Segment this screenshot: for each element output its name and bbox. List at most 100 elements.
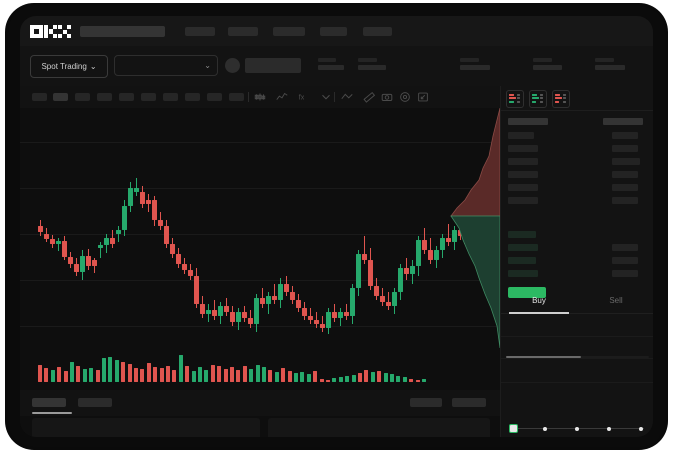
orderbook-mode-both[interactable] [506, 90, 524, 108]
orderbook-view-modes [506, 90, 570, 108]
volume-bar [377, 371, 382, 382]
orderbook-col-amount [603, 118, 643, 125]
orderbook-bid-price[interactable] [508, 244, 538, 251]
depth-chart-overlay [445, 108, 500, 348]
orderbook-ask-price[interactable] [508, 132, 534, 139]
orderbook-bid-amount[interactable] [612, 257, 638, 264]
market-type-selector[interactable]: Spot Trading ⌄ [30, 55, 108, 78]
volume-bar [294, 373, 298, 382]
orderbook-ask-price[interactable] [508, 197, 538, 204]
svg-text:fx: fx [299, 95, 305, 102]
timeframe-5m[interactable] [53, 93, 68, 101]
nav-item-2[interactable] [228, 27, 258, 36]
volume-bar [185, 366, 190, 382]
okx-logo[interactable] [30, 25, 74, 38]
orderbook-bid-price[interactable] [508, 270, 538, 277]
orderbook-bid-price[interactable] [508, 257, 536, 264]
nav-item-1[interactable] [185, 27, 215, 36]
stat-24h-change [358, 58, 386, 70]
bottom-panel-right[interactable] [268, 418, 490, 437]
bottom-action-hide-other-pairs[interactable] [410, 398, 442, 407]
orderbook-ask-amount[interactable] [612, 145, 638, 152]
orderbook-ask-price[interactable] [508, 184, 538, 191]
timeframe-more[interactable] [229, 93, 244, 101]
orderbook-ask-price[interactable] [508, 145, 538, 152]
trading-pair-selector[interactable]: ⌄ [114, 55, 218, 76]
fullscreen-icon[interactable] [416, 90, 430, 104]
timeframe-1d[interactable] [163, 93, 178, 101]
stat-24h-low [533, 58, 562, 70]
bottom-action-cancel-all[interactable] [452, 398, 486, 407]
search-input[interactable] [80, 26, 165, 37]
order-field-total[interactable] [501, 382, 653, 383]
timeframe-1mo[interactable] [207, 93, 222, 101]
orderbook-ask-price[interactable] [508, 171, 538, 178]
volume-bar [255, 365, 260, 382]
orderbook-mode-asks[interactable] [552, 90, 570, 108]
slider-handle[interactable] [509, 424, 518, 433]
orderbook-ask-amount[interactable] [612, 184, 638, 191]
timeframe-15m[interactable] [75, 93, 90, 101]
volume-bar [383, 373, 388, 382]
volume-bar [364, 370, 369, 382]
orderbook-ask-price[interactable] [508, 158, 538, 165]
timeframe-30m[interactable] [97, 93, 112, 101]
volume-bar [268, 370, 273, 382]
orderbook-ask-amount[interactable] [612, 158, 640, 165]
timeframe-1m[interactable] [32, 93, 47, 101]
line-chart-icon[interactable] [275, 90, 289, 104]
slider-stop-25[interactable] [543, 426, 547, 431]
indicators-icon[interactable]: fx [297, 90, 311, 104]
settings-icon[interactable] [398, 90, 412, 104]
volume-bar [319, 379, 324, 382]
bottom-tab-order-history[interactable] [78, 398, 112, 407]
camera-icon[interactable] [380, 90, 394, 104]
volume-chart [20, 348, 500, 390]
order-field-amount[interactable] [501, 358, 653, 359]
candlestick-chart-icon[interactable] [253, 90, 267, 104]
price-chart[interactable] [20, 108, 500, 348]
chevron-down-icon[interactable] [319, 90, 333, 104]
tab-buy[interactable]: Buy [532, 296, 546, 305]
volume-bar [217, 366, 222, 382]
volume-bar [121, 362, 126, 382]
orderbook-ask-amount[interactable] [612, 197, 638, 204]
timeframe-1h[interactable] [119, 93, 134, 101]
timeframe-4h[interactable] [141, 93, 156, 101]
volume-bar [166, 366, 170, 382]
tablet-device-frame: Spot Trading ⌄ ⌄ [8, 6, 665, 447]
volume-bar [351, 375, 356, 382]
active-tab-underline [32, 412, 72, 414]
ruler-icon[interactable] [362, 90, 376, 104]
coin-avatar [225, 58, 240, 73]
volume-bar [370, 372, 375, 382]
chart-gridline [20, 234, 500, 235]
orderbook-mode-bids[interactable] [529, 90, 547, 108]
nav-item-3[interactable] [273, 27, 305, 36]
orderbook-bid-amount[interactable] [612, 244, 638, 251]
stat-24h-volume [595, 58, 625, 70]
nav-item-5[interactable] [363, 27, 392, 36]
nav-item-4[interactable] [320, 27, 347, 36]
orderbook-scrollbar[interactable] [506, 356, 649, 358]
orderbook-ask-amount[interactable] [612, 171, 638, 178]
stat-24h-high [460, 58, 490, 70]
orders-tab-bar [20, 390, 500, 416]
orderbook-bid-amount[interactable] [612, 270, 638, 277]
order-field-price[interactable] [501, 336, 653, 337]
volume-bar [345, 376, 350, 382]
volume-bar [230, 367, 234, 382]
timeframe-1w[interactable] [185, 93, 200, 101]
slider-stop-100[interactable] [639, 426, 643, 431]
tab-sell[interactable]: Sell [609, 296, 623, 305]
bottom-tab-open-orders[interactable] [32, 398, 66, 407]
orderbook-bid-price[interactable] [508, 231, 536, 238]
bottom-panel-left[interactable] [32, 418, 260, 437]
volume-bar [409, 379, 414, 382]
orderbook-ask-amount[interactable] [612, 132, 638, 139]
volume-bar [300, 372, 305, 382]
slider-stop-50[interactable] [575, 426, 579, 431]
slider-stop-75[interactable] [607, 426, 611, 431]
order-amount-slider[interactable] [509, 424, 647, 433]
trendline-icon[interactable] [340, 90, 354, 104]
